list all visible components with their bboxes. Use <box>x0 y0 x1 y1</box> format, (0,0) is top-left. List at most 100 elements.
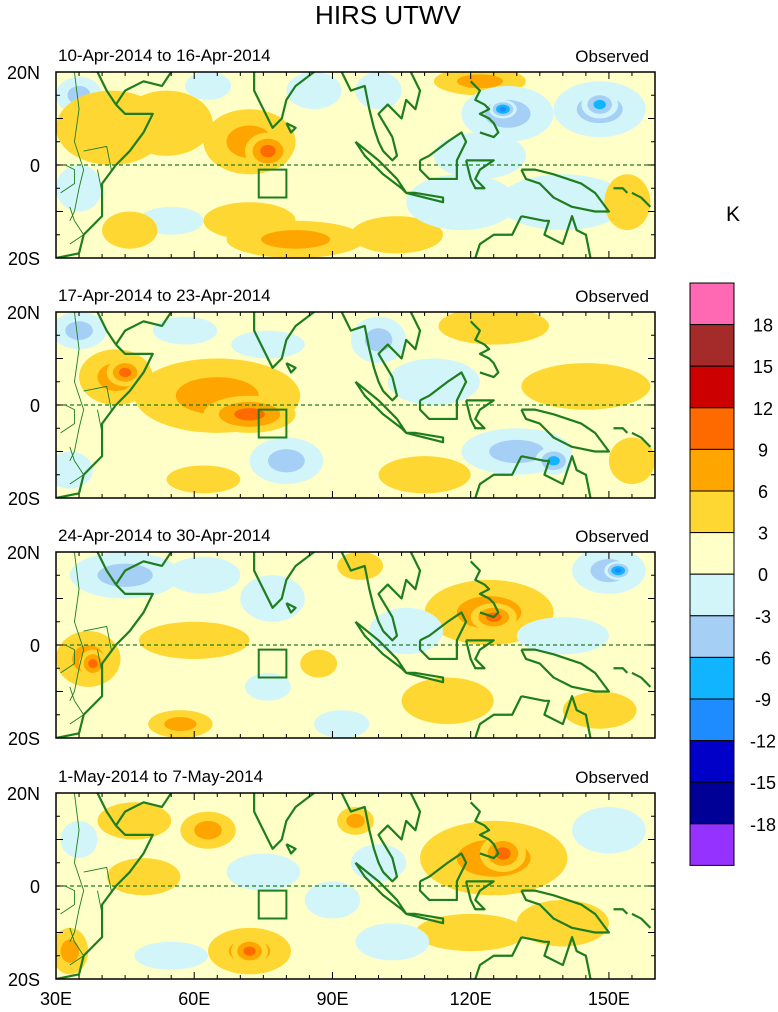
coastline-8 <box>405 671 445 684</box>
border-4 <box>60 885 75 915</box>
lat-tick-label: 20S <box>8 249 40 269</box>
coastline-3 <box>114 793 173 827</box>
colorbar-label: 3 <box>758 524 768 544</box>
coastline-7 <box>354 861 408 916</box>
colorbar-swatch-2 <box>689 324 735 367</box>
coastline-15 <box>613 427 629 434</box>
anomaly-blob-19-level-1 <box>314 710 370 738</box>
coastline-2 <box>96 793 117 827</box>
colorbar-label: 9 <box>758 440 768 460</box>
coastline-8 <box>405 191 445 204</box>
coastline-16 <box>631 431 652 448</box>
anomaly-blob-17-level-1 <box>369 607 444 655</box>
colorbar-label: 18 <box>753 316 773 336</box>
coastline-10 <box>465 159 495 190</box>
colorbar-label: 15 <box>753 357 773 377</box>
map-panel-4: 20N 0 20S 1-May-2014 to 7-May-2014 Observed <box>7 767 656 990</box>
anomaly-blob-7-level-1 <box>286 72 342 110</box>
coastline-2 <box>96 72 117 106</box>
colorbar-swatch-6 <box>689 490 735 534</box>
anomaly-blob-7-level-2 <box>164 717 197 732</box>
border-3 <box>97 409 103 433</box>
panel-date-label: 10-Apr-2014 to 16-Apr-2014 <box>58 46 271 65</box>
lat-tick-label: 20N <box>7 543 40 563</box>
map-panel-3: 20N 0 20S 24-Apr-2014 to 30-Apr-2014 Observe… <box>7 526 656 749</box>
coastline-11 <box>520 889 611 934</box>
coastline-16 <box>631 191 652 208</box>
colorbar-swatch-13 <box>689 781 735 825</box>
anomaly-blob-22-level-1 <box>604 174 651 231</box>
anomaly-blob-15-level-1 <box>134 941 209 970</box>
coastline-2 <box>96 552 117 586</box>
border-5 <box>69 206 85 245</box>
lat-tick-label: 20S <box>8 489 40 509</box>
colorbar: 18 15 12 9 6 3 0 -3 -6 -9 -12 -15 -18 <box>689 282 776 866</box>
coastline-15 <box>613 187 629 194</box>
lon-tick-label: 60E <box>178 989 210 1009</box>
panel-observed-tag: Observed <box>575 287 649 306</box>
anomaly-blob-4-level-3 <box>234 408 265 421</box>
coastline-12 <box>469 560 500 619</box>
coastline-3 <box>114 72 173 106</box>
coastline-14 <box>474 215 523 258</box>
index-region-box <box>257 168 288 199</box>
border-1 <box>69 312 85 461</box>
coastlines <box>56 312 652 498</box>
coastline-3 <box>114 552 173 586</box>
coastline-9 <box>418 611 468 661</box>
border-4 <box>60 164 75 194</box>
anomaly-blob-19-level-1 <box>406 174 517 231</box>
colorbar-label: 0 <box>758 565 768 585</box>
border-4 <box>60 404 75 434</box>
map-panels: 20N 0 20S 10-Apr-2014 to 16-Apr-2014 Observe… <box>7 46 656 990</box>
lon-tick-label: 30E <box>40 989 72 1009</box>
anomaly-blob-18-level-1 <box>166 465 241 494</box>
coastline-10 <box>465 880 495 911</box>
border-5 <box>69 686 85 725</box>
anomaly-blob-6-level-1 <box>152 316 218 345</box>
coastline-12 <box>469 320 500 379</box>
anomaly-blob-14-level-2 <box>60 939 80 963</box>
coastline-11 <box>520 648 611 693</box>
anomaly-blob-2-level-2 <box>194 820 222 840</box>
colorbar-swatch-5 <box>689 448 735 492</box>
map-panel-2: 20N 0 20S 17-Apr-2014 to 23-Apr-2014 Observe… <box>7 286 656 509</box>
panel-date-label: 17-Apr-2014 to 23-Apr-2014 <box>58 286 271 305</box>
coastline-13 <box>521 455 592 498</box>
lon-tick-label: 150E <box>588 989 630 1009</box>
anomaly-blob-8-level-1 <box>244 672 291 701</box>
lat-tick-label: 20S <box>8 970 40 990</box>
colorbar-swatch-14 <box>689 823 735 866</box>
country-borders <box>60 552 112 725</box>
coastline-4 <box>253 793 315 850</box>
border-1 <box>69 793 85 942</box>
coastline-6 <box>340 72 422 162</box>
colorbar-units-label: K <box>726 203 740 226</box>
coastline-13 <box>521 695 592 738</box>
panel-date-label: 24-Apr-2014 to 30-Apr-2014 <box>58 526 271 545</box>
coastline-16 <box>631 671 652 688</box>
lat-tick-label: 0 <box>30 636 40 656</box>
panel-ticks <box>55 551 656 739</box>
colorbar-label: -9 <box>755 690 771 710</box>
border-1 <box>69 552 85 701</box>
anomaly-blob-5-level-3 <box>88 658 98 669</box>
anomaly-blob-9-level-2 <box>456 74 503 89</box>
index-region-box <box>257 408 288 439</box>
coastline-7 <box>354 380 408 434</box>
anomaly-blob-4-level-1 <box>226 853 301 891</box>
anomaly-blob-15-level-1 <box>378 456 471 494</box>
anomaly-blob-3-level-1 <box>120 90 213 156</box>
anomaly-blob-10-level-1 <box>521 363 651 410</box>
coastline-9 <box>418 131 468 181</box>
country-borders <box>60 312 112 485</box>
anomaly-blob-23-level-1 <box>102 211 158 249</box>
anomaly-blob-16-level-1 <box>387 358 480 405</box>
colorbar-swatch-1 <box>689 282 735 326</box>
anomaly-blob-13-level-2 <box>267 449 305 473</box>
country-borders <box>60 72 112 245</box>
panel-observed-tag: Observed <box>575 768 649 787</box>
coastline-16 <box>631 912 652 929</box>
anomaly-blob-12-level-1 <box>355 923 430 961</box>
map-panel-1: 20N 0 20S 10-Apr-2014 to 16-Apr-2014 Observe… <box>7 46 656 269</box>
